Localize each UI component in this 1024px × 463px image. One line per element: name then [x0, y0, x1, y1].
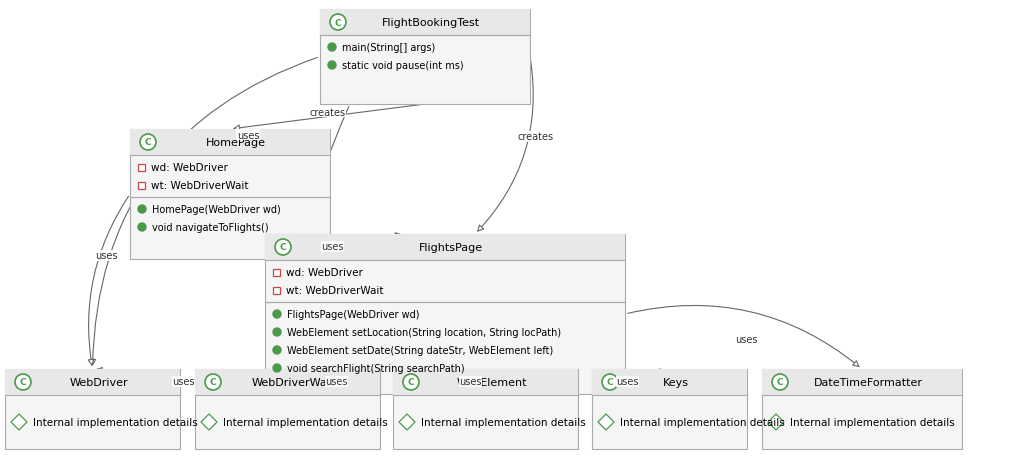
FancyArrowPatch shape — [88, 197, 128, 365]
Text: wd: WebDriver: wd: WebDriver — [286, 268, 362, 277]
Circle shape — [330, 15, 346, 31]
Bar — [138, 182, 145, 189]
FancyArrowPatch shape — [234, 105, 422, 131]
Text: FlightBookingTest: FlightBookingTest — [382, 18, 480, 28]
Text: uses: uses — [95, 250, 118, 261]
Bar — [130, 130, 330, 259]
Text: FlightsPage(WebDriver wd): FlightsPage(WebDriver wd) — [287, 309, 420, 319]
FancyArrowPatch shape — [90, 58, 317, 365]
Text: FlightsPage: FlightsPage — [419, 243, 483, 252]
Text: wt: WebDriverWait: wt: WebDriverWait — [286, 285, 384, 295]
Circle shape — [328, 44, 336, 52]
Bar — [195, 369, 380, 395]
Circle shape — [140, 135, 156, 150]
Text: WebElement setLocation(String location, String locPath): WebElement setLocation(String location, … — [287, 327, 561, 337]
Text: C: C — [606, 378, 613, 387]
Text: uses: uses — [735, 334, 758, 344]
Text: Internal implementation details: Internal implementation details — [790, 417, 954, 427]
Text: C: C — [280, 243, 287, 252]
Bar — [762, 369, 962, 395]
FancyArrowPatch shape — [478, 60, 534, 232]
Circle shape — [772, 374, 788, 390]
Bar — [130, 130, 330, 156]
Text: C: C — [776, 378, 783, 387]
Text: uses: uses — [459, 377, 481, 387]
Circle shape — [328, 62, 336, 70]
Bar — [138, 165, 145, 172]
Text: C: C — [19, 378, 27, 387]
Polygon shape — [598, 414, 614, 430]
FancyArrowPatch shape — [96, 368, 283, 394]
FancyArrowPatch shape — [292, 369, 382, 394]
Text: uses: uses — [172, 377, 195, 387]
Text: uses: uses — [322, 242, 344, 252]
Bar — [273, 288, 280, 294]
Text: uses: uses — [325, 377, 347, 387]
Bar — [273, 269, 280, 276]
Circle shape — [15, 374, 31, 390]
Text: main(String[] args): main(String[] args) — [342, 43, 435, 53]
Circle shape — [205, 374, 221, 390]
Text: DateTimeFormatter: DateTimeFormatter — [813, 377, 923, 387]
Text: WebDriver: WebDriver — [70, 377, 128, 387]
Text: HomePage: HomePage — [206, 138, 266, 148]
Circle shape — [602, 374, 618, 390]
Bar — [319, 10, 530, 36]
Polygon shape — [11, 414, 27, 430]
FancyArrowPatch shape — [285, 107, 349, 365]
Text: WebElement: WebElement — [457, 377, 526, 387]
Polygon shape — [768, 414, 784, 430]
Circle shape — [273, 364, 281, 372]
Text: void searchFlight(String searchPath): void searchFlight(String searchPath) — [287, 363, 465, 373]
Circle shape — [138, 206, 146, 213]
Circle shape — [275, 239, 291, 256]
Text: Internal implementation details: Internal implementation details — [421, 417, 586, 427]
FancyArrowPatch shape — [588, 369, 666, 394]
Bar — [5, 369, 180, 395]
Text: wt: WebDriverWait: wt: WebDriverWait — [151, 181, 249, 191]
Circle shape — [403, 374, 419, 390]
Bar — [5, 369, 180, 449]
Text: uses: uses — [616, 377, 639, 387]
Text: wd: WebDriver: wd: WebDriver — [151, 163, 228, 173]
Polygon shape — [201, 414, 217, 430]
Text: C: C — [335, 19, 341, 27]
Text: C: C — [210, 378, 216, 387]
Circle shape — [273, 328, 281, 336]
Text: HomePage(WebDriver wd): HomePage(WebDriver wd) — [152, 205, 281, 214]
Text: Internal implementation details: Internal implementation details — [620, 417, 784, 427]
FancyArrowPatch shape — [253, 233, 401, 259]
Text: void navigateToFlights(): void navigateToFlights() — [152, 223, 268, 232]
Bar — [265, 234, 625, 260]
Text: Keys: Keys — [663, 377, 688, 387]
Polygon shape — [399, 414, 415, 430]
Text: uses: uses — [237, 131, 259, 140]
Text: Internal implementation details: Internal implementation details — [33, 417, 198, 427]
Circle shape — [138, 224, 146, 232]
Bar — [195, 369, 380, 449]
Text: creates: creates — [517, 132, 553, 142]
Circle shape — [273, 310, 281, 319]
Bar — [762, 369, 962, 449]
Bar — [265, 234, 625, 394]
FancyArrowPatch shape — [628, 306, 859, 367]
FancyArrowPatch shape — [457, 372, 482, 392]
Text: WebDriverWait: WebDriverWait — [252, 377, 335, 387]
Bar — [393, 369, 578, 395]
Text: creates: creates — [309, 107, 345, 117]
Text: C: C — [144, 138, 152, 147]
Bar — [592, 369, 746, 395]
Circle shape — [273, 346, 281, 354]
Text: C: C — [408, 378, 415, 387]
Text: static void pause(int ms): static void pause(int ms) — [342, 61, 464, 71]
Text: Internal implementation details: Internal implementation details — [223, 417, 388, 427]
Bar — [319, 10, 530, 105]
Text: WebElement setDate(String dateStr, WebElement left): WebElement setDate(String dateStr, WebEl… — [287, 345, 553, 355]
Bar — [592, 369, 746, 449]
Bar — [393, 369, 578, 449]
